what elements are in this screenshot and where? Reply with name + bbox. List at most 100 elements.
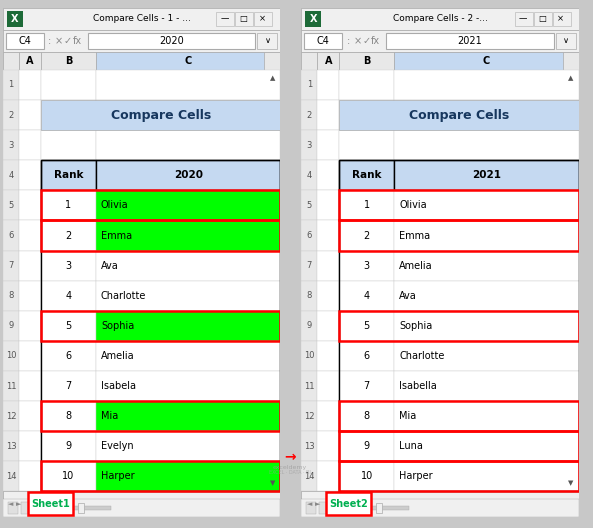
Bar: [339, 461, 579, 492]
Bar: [317, 130, 339, 160]
Text: 2021: 2021: [472, 171, 501, 180]
Bar: [19, 52, 41, 70]
Bar: [339, 52, 394, 70]
Bar: [41, 401, 96, 431]
Bar: [339, 160, 394, 191]
Bar: [317, 341, 339, 371]
Bar: [301, 52, 317, 70]
Bar: [3, 130, 19, 160]
Bar: [96, 221, 280, 251]
Bar: [34, 503, 44, 514]
Text: ▲: ▲: [270, 75, 275, 81]
Text: 2: 2: [364, 231, 370, 241]
Bar: [3, 160, 19, 191]
Text: 9: 9: [8, 322, 14, 331]
Text: 7: 7: [8, 261, 14, 270]
Bar: [317, 281, 339, 311]
Bar: [394, 221, 579, 251]
Bar: [339, 431, 579, 461]
Bar: [394, 431, 579, 461]
Bar: [41, 311, 280, 341]
Bar: [301, 401, 317, 431]
Bar: [317, 431, 339, 461]
Text: Rank: Rank: [54, 171, 83, 180]
Bar: [19, 341, 41, 371]
Bar: [394, 401, 579, 431]
Text: A: A: [324, 56, 332, 66]
Bar: [339, 371, 394, 401]
Bar: [301, 100, 317, 130]
Bar: [339, 311, 394, 341]
Text: ▼: ▼: [270, 480, 275, 486]
Bar: [21, 503, 31, 514]
Bar: [394, 371, 579, 401]
Bar: [317, 311, 339, 341]
Bar: [19, 461, 41, 492]
Bar: [3, 431, 19, 461]
Bar: [235, 12, 253, 26]
Bar: [3, 499, 280, 517]
Bar: [41, 251, 96, 281]
Text: ∨: ∨: [264, 36, 270, 45]
Bar: [19, 281, 41, 311]
Bar: [3, 461, 19, 492]
Text: ×: ×: [557, 14, 565, 23]
Text: →: →: [284, 450, 296, 464]
Text: C4: C4: [18, 36, 31, 46]
Text: 7: 7: [364, 381, 370, 391]
Text: 1: 1: [65, 201, 72, 211]
Text: Harper: Harper: [101, 472, 135, 482]
Bar: [3, 371, 19, 401]
Text: 7: 7: [65, 381, 72, 391]
Bar: [305, 11, 321, 27]
Bar: [264, 52, 280, 70]
Bar: [96, 371, 280, 401]
Bar: [19, 311, 41, 341]
Bar: [317, 100, 339, 130]
Text: B: B: [65, 56, 72, 66]
Text: 3: 3: [65, 261, 72, 271]
Text: ◄: ◄: [8, 502, 14, 507]
Bar: [3, 341, 19, 371]
Bar: [564, 88, 578, 116]
Bar: [41, 371, 96, 401]
Bar: [41, 221, 96, 251]
Bar: [3, 8, 280, 30]
Bar: [41, 221, 96, 251]
Bar: [339, 431, 394, 461]
Bar: [339, 281, 394, 311]
Bar: [301, 191, 317, 221]
Bar: [41, 401, 96, 431]
Text: Mia: Mia: [399, 411, 416, 421]
Bar: [304, 33, 342, 49]
Text: Olivia: Olivia: [399, 201, 427, 211]
Text: —: —: [221, 14, 229, 23]
Bar: [394, 341, 579, 371]
Bar: [96, 311, 280, 341]
Text: Charlotte: Charlotte: [101, 291, 146, 301]
Text: 9: 9: [364, 441, 370, 451]
Bar: [19, 130, 41, 160]
Bar: [41, 52, 96, 70]
Bar: [3, 30, 280, 52]
Text: Sophia: Sophia: [399, 321, 432, 331]
Text: —: —: [519, 14, 527, 23]
Bar: [96, 160, 280, 191]
Text: 10: 10: [304, 352, 314, 361]
Text: 14: 14: [304, 472, 314, 481]
Text: Isabela: Isabela: [101, 381, 136, 391]
Text: Compare Cells: Compare Cells: [409, 109, 509, 121]
Bar: [332, 503, 342, 514]
Bar: [19, 160, 41, 191]
Bar: [41, 311, 96, 341]
Text: C: C: [483, 56, 490, 66]
Bar: [339, 221, 394, 251]
Bar: [41, 100, 280, 130]
Bar: [339, 401, 394, 431]
Bar: [339, 100, 579, 130]
Bar: [339, 281, 394, 311]
Bar: [96, 281, 280, 311]
Bar: [301, 221, 317, 251]
Bar: [3, 221, 19, 251]
Text: 3: 3: [364, 261, 370, 271]
